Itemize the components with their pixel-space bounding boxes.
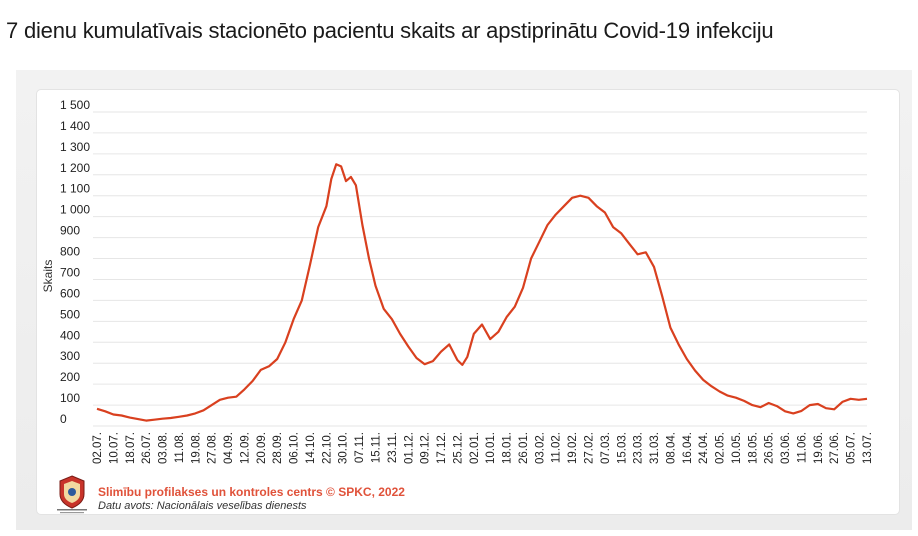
- y-tick-label: 1 300: [60, 140, 90, 154]
- x-tick-label: 14.10.: [305, 432, 317, 464]
- series-line: [96, 163, 868, 422]
- x-tick-label: 26.01.: [518, 432, 530, 464]
- x-tick-label: 05.07.: [846, 432, 858, 464]
- x-tick-label: 07.11.: [354, 432, 366, 463]
- footer-credit: Slimību profilakses un kontroles centrs …: [98, 485, 405, 499]
- x-tick-label: 19.02.: [567, 432, 579, 464]
- y-tick-label: 700: [60, 265, 80, 279]
- series-layer: [96, 163, 868, 422]
- x-tick-label: 10.05.: [731, 432, 743, 464]
- page-title: 7 dienu kumulatīvais stacionēto pacientu…: [6, 18, 774, 43]
- x-tick-label: 20.09.: [256, 432, 268, 464]
- x-tick-label: 07.03.: [600, 432, 612, 464]
- x-tick-label: 26.07.: [141, 432, 153, 464]
- x-tick-label: 28.09.: [272, 432, 284, 464]
- x-tick-label: 02.01.: [469, 432, 481, 464]
- y-tick-labels: 0 100 200 300 400 500 600 700 800 900 1 000 1 100 1 …: [60, 98, 90, 426]
- y-tick-label: 100: [60, 391, 80, 405]
- footer-source: Datu avots: Nacionālais veselības dienes…: [98, 500, 307, 512]
- x-tick-label: 18.01.: [502, 432, 514, 464]
- x-tick-label: 31.03.: [649, 432, 661, 464]
- x-tick-label: 11.02.: [551, 432, 563, 463]
- x-tick-label: 01.12.: [403, 432, 415, 464]
- x-tick-label: 24.04.: [698, 432, 710, 464]
- x-tick-label: 27.06.: [829, 432, 841, 464]
- y-tick-label: 1 400: [60, 119, 90, 133]
- x-tick-label: 18.07.: [125, 432, 137, 464]
- x-tick-label: 02.07.: [92, 432, 104, 464]
- y-axis-label: Skaits: [41, 260, 55, 293]
- y-tick-label: 800: [60, 245, 80, 259]
- x-tick-label: 06.10.: [289, 432, 301, 464]
- x-tick-label: 22.10.: [321, 432, 333, 464]
- x-tick-label: 27.08.: [207, 432, 219, 464]
- x-tick-label: 23.03.: [633, 432, 645, 464]
- x-tick-label: 03.02.: [534, 432, 546, 464]
- x-tick-label: 10.07.: [108, 432, 120, 464]
- x-tick-label: 15.03.: [616, 432, 628, 464]
- spkc-logo-icon: [57, 475, 87, 514]
- y-tick-label: 200: [60, 370, 80, 384]
- x-tick-label: 26.05.: [764, 432, 776, 464]
- x-tick-label: 03.08.: [158, 432, 170, 464]
- x-tick-label: 11.06.: [796, 432, 808, 463]
- x-tick-label: 15.11.: [371, 432, 383, 463]
- x-tick-label: 12.09.: [239, 432, 251, 464]
- x-tick-label: 16.04.: [682, 432, 694, 464]
- x-tick-label: 19.06.: [813, 432, 825, 464]
- x-tick-label: 09.12.: [420, 432, 432, 464]
- x-tick-labels: 02.07. 10.07. 18.07. 26.07. 03.08. 11.08. 19.0…: [92, 432, 874, 464]
- y-tick-label: 1 200: [60, 161, 90, 175]
- y-tick-label: 1 000: [60, 203, 90, 217]
- x-tick-label: 18.05.: [747, 432, 759, 464]
- gridlines: [93, 111, 867, 427]
- x-tick-label: 11.08.: [174, 432, 186, 463]
- y-tick-label: 400: [60, 328, 80, 342]
- x-tick-label: 27.02.: [583, 432, 595, 464]
- x-tick-label: 08.04.: [665, 432, 677, 464]
- x-tick-label: 02.05.: [715, 432, 727, 464]
- y-tick-label: 1 500: [60, 98, 90, 112]
- x-tick-label: 30.10.: [338, 432, 350, 464]
- x-tick-label: 04.09.: [223, 432, 235, 464]
- x-tick-label: 10.01.: [485, 432, 497, 464]
- y-tick-label: 500: [60, 307, 80, 321]
- y-tick-label: 300: [60, 349, 80, 363]
- x-tick-label: 17.12.: [436, 432, 448, 464]
- x-tick-label: 19.08.: [190, 432, 202, 464]
- y-tick-label: 900: [60, 224, 80, 238]
- x-tick-label: 03.06.: [780, 432, 792, 464]
- y-tick-label: 0: [60, 412, 67, 426]
- x-tick-label: 25.12.: [452, 432, 464, 464]
- y-tick-label: 600: [60, 286, 80, 300]
- x-tick-label: 23.11.: [387, 432, 399, 463]
- chart-card: [36, 89, 900, 515]
- y-tick-label: 1 100: [60, 182, 90, 196]
- x-tick-label: 13.07.: [862, 432, 874, 464]
